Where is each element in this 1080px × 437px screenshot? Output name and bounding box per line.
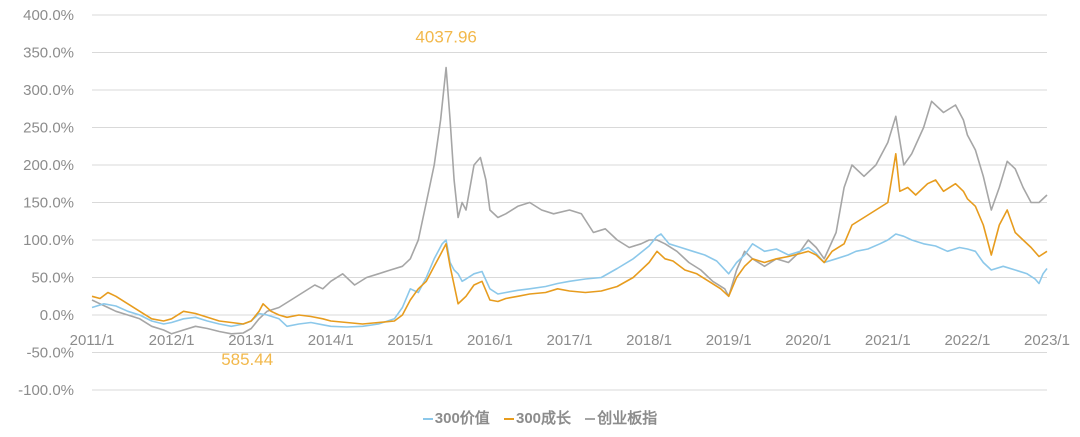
y-axis-ticks: 400.0% 350.0% 300.0% 250.0% 200.0% 150.0% 100.…	[18, 7, 74, 399]
x-tick-label: 2019/1	[706, 332, 752, 349]
legend-item-chinext: 创业板指	[585, 410, 657, 427]
y-tick-label: -100.0%	[18, 382, 74, 399]
x-tick-label: 2017/1	[547, 332, 593, 349]
x-tick-label: 2021/1	[865, 332, 911, 349]
legend-item-growth: 300成长	[503, 410, 572, 427]
x-tick-label: 2015/1	[387, 332, 433, 349]
x-tick-label: 2011/1	[70, 332, 115, 349]
y-tick-label: -50.0%	[26, 345, 74, 362]
y-tick-label: 350.0%	[23, 45, 74, 62]
gridlines	[92, 14, 1047, 391]
x-tick-label: 2013/1	[228, 332, 274, 349]
y-tick-label: 100.0%	[23, 232, 74, 249]
legend-item-value: 300价值	[422, 410, 490, 427]
x-tick-label: 2012/1	[149, 332, 195, 349]
y-tick-label: 50.0%	[31, 270, 74, 287]
x-tick-label: 2016/1	[467, 332, 513, 349]
legend-label-growth: 300成长	[515, 410, 572, 427]
series-line-2	[91, 66, 1048, 335]
line-chart: 400.0% 350.0% 300.0% 250.0% 200.0% 150.0% 100.…	[18, 7, 1070, 399]
legend-swatch-chinext	[585, 418, 596, 421]
x-tick-label: 2014/1	[308, 332, 354, 349]
y-tick-label: 250.0%	[23, 120, 74, 137]
legend-label-value: 300价值	[434, 410, 490, 427]
annotation-label: 4037.96	[415, 28, 476, 47]
y-tick-label: 150.0%	[23, 195, 74, 212]
x-tick-label: 2023/1	[1024, 332, 1070, 349]
annotations: 4037.96 585.44	[221, 28, 477, 370]
x-tick-label: 2020/1	[785, 332, 831, 349]
y-tick-label: 300.0%	[23, 82, 74, 99]
y-tick-label: 200.0%	[23, 157, 74, 174]
legend-swatch-growth	[503, 418, 514, 421]
series-line-1	[91, 153, 1048, 325]
legend-label-chinext: 创业板指	[597, 410, 658, 427]
y-tick-label: 0.0%	[40, 307, 74, 324]
x-axis-ticks: 2011/1 2012/1 2013/1 2014/1 2015/1 2016/1 2017…	[70, 332, 1070, 349]
series-line-0	[91, 233, 1048, 328]
x-tick-label: 2018/1	[626, 332, 672, 349]
legend: 300价值 300成长 创业板指	[0, 407, 1080, 428]
annotation-label: 585.44	[221, 350, 273, 369]
series-lines	[91, 66, 1048, 335]
x-tick-label: 2022/1	[944, 332, 990, 349]
y-tick-label: 400.0%	[23, 7, 74, 24]
legend-swatch-value	[422, 418, 433, 421]
